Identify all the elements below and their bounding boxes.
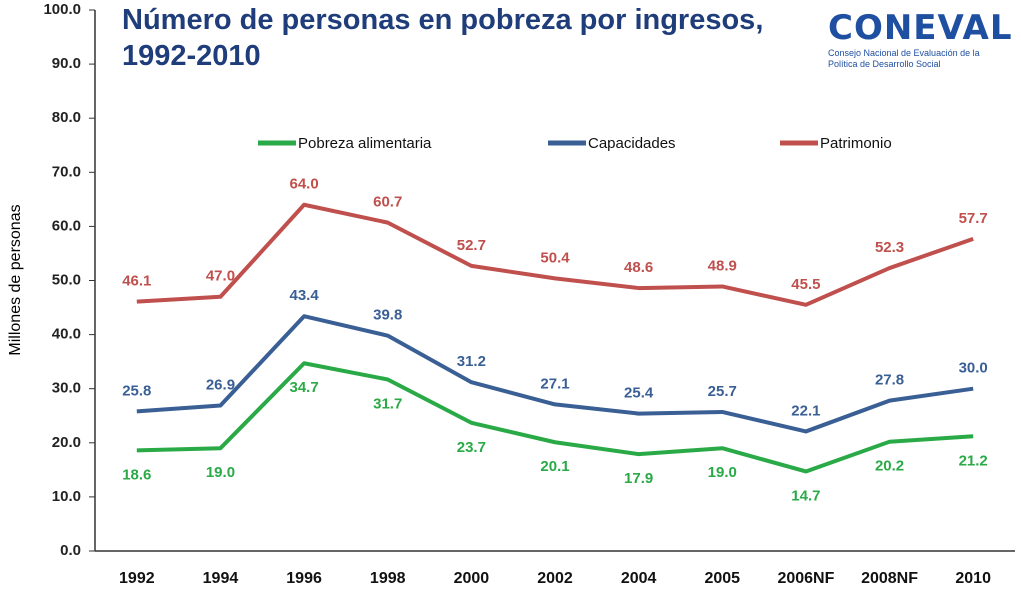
x-tick-label: 2005	[704, 570, 740, 587]
x-tick-label: 1996	[286, 570, 322, 587]
data-label: 64.0	[289, 176, 318, 193]
y-tick-label: 50.0	[52, 271, 81, 288]
legend-label: Capacidades	[588, 135, 676, 152]
data-label: 43.4	[289, 287, 319, 304]
data-label: 21.2	[959, 452, 988, 469]
data-label: 31.7	[373, 395, 402, 412]
data-label: 34.7	[289, 379, 318, 396]
series-line	[136, 202, 974, 307]
data-label: 23.7	[457, 439, 486, 456]
x-tick-label: 2010	[955, 570, 991, 587]
series-line	[136, 314, 974, 434]
logo-name: CONEVAL	[828, 8, 1013, 48]
y-tick-label: 80.0	[52, 109, 81, 126]
series-line	[136, 361, 974, 474]
data-label: 20.1	[540, 458, 569, 475]
y-tick-label: 10.0	[52, 488, 81, 505]
y-tick-label: 40.0	[52, 326, 81, 343]
data-label: 25.8	[122, 382, 151, 399]
data-label: 45.5	[791, 276, 820, 293]
y-tick-label: 20.0	[52, 434, 81, 451]
y-axis-label: Millones de personas	[7, 204, 24, 355]
data-label: 25.4	[624, 385, 654, 402]
legend-label: Patrimonio	[820, 135, 892, 152]
data-label: 22.1	[791, 402, 820, 419]
x-tick-label: 1992	[119, 570, 155, 587]
data-label: 39.8	[373, 307, 402, 324]
data-label: 46.1	[122, 273, 151, 290]
x-tick-label: 2006NF	[777, 570, 834, 587]
data-label: 60.7	[373, 194, 402, 211]
data-label: 47.0	[206, 268, 235, 285]
x-tick-label: 2008NF	[861, 570, 918, 587]
y-tick-label: 70.0	[52, 163, 81, 180]
data-label: 25.7	[708, 383, 737, 400]
data-label: 17.9	[624, 470, 653, 487]
x-tick-label: 2004	[621, 570, 657, 587]
y-tick-label: 90.0	[52, 55, 81, 72]
x-tick-label: 1994	[203, 570, 239, 587]
data-label: 48.9	[708, 257, 737, 274]
y-tick-label: 100.0	[43, 1, 81, 18]
x-tick-label: 1998	[370, 570, 406, 587]
data-label: 50.4	[540, 249, 570, 266]
data-label: 26.9	[206, 376, 235, 393]
logo: CONEVAL Consejo Nacional de Evaluación d…	[828, 8, 1013, 70]
data-label: 20.2	[875, 458, 904, 475]
y-tick-label: 0.0	[60, 542, 81, 559]
data-label: 14.7	[791, 487, 820, 504]
legend-label: Pobreza alimentaria	[298, 135, 432, 152]
data-label: 52.7	[457, 237, 486, 254]
data-label: 31.2	[457, 353, 486, 370]
x-tick-label: 2002	[537, 570, 573, 587]
data-label: 19.0	[708, 464, 737, 481]
data-label: 19.0	[206, 464, 235, 481]
chart-title: Número de personas en pobreza por ingres…	[122, 4, 764, 72]
logo-subtitle: Consejo Nacional de Evaluación de la Pol…	[828, 48, 980, 69]
x-tick-label: 2000	[454, 570, 490, 587]
data-label: 27.1	[540, 375, 569, 392]
data-label: 18.6	[122, 466, 151, 483]
data-label: 48.6	[624, 259, 653, 276]
data-label: 27.8	[875, 372, 904, 389]
y-tick-label: 30.0	[52, 380, 81, 397]
data-label: 57.7	[959, 210, 988, 227]
data-label: 52.3	[875, 239, 904, 256]
data-label: 30.0	[959, 360, 988, 377]
y-tick-label: 60.0	[52, 217, 81, 234]
